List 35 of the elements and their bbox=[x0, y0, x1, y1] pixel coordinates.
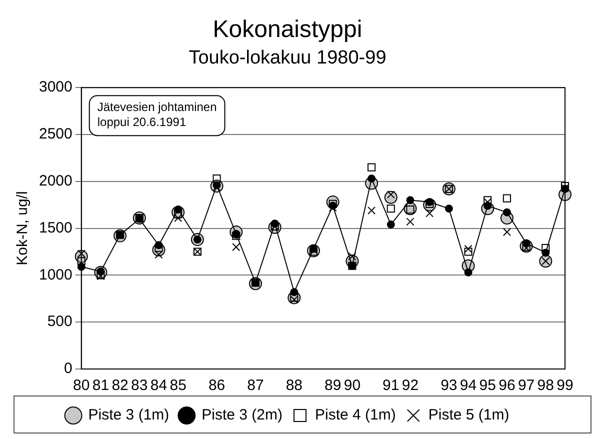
x-tick-label: 88 bbox=[286, 377, 303, 394]
x-tick-label: 82 bbox=[112, 377, 128, 394]
x-tick-label: 92 bbox=[402, 377, 419, 394]
x-tick-label: 89 bbox=[324, 377, 342, 394]
x-tick-label: 97 bbox=[518, 377, 535, 394]
x-tick-label: 80 bbox=[73, 377, 90, 394]
x-tick-label: 95 bbox=[479, 377, 496, 394]
y-tick-label: 3000 bbox=[38, 78, 72, 96]
legend-label: Piste 4 (1m) bbox=[315, 406, 396, 424]
x-tick-label: 87 bbox=[247, 377, 264, 394]
x-tick-label: 84 bbox=[150, 377, 168, 394]
y-tick-label: 2500 bbox=[38, 126, 72, 143]
x-tick-label: 99 bbox=[556, 377, 574, 394]
x-tick-label: 83 bbox=[131, 377, 148, 394]
x-tick-label: 98 bbox=[537, 377, 554, 394]
y-tick-label: 0 bbox=[64, 360, 72, 378]
y-tick-label: 1000 bbox=[38, 266, 72, 284]
x-tick-label: 85 bbox=[170, 377, 186, 394]
x-tick-label: 96 bbox=[498, 377, 516, 394]
legend-label: Piste 3 (2m) bbox=[202, 406, 283, 424]
annotation: Jätevesien johtaminen loppui 20.6.1991 bbox=[97, 100, 217, 129]
y-tick-label: 1500 bbox=[38, 219, 72, 236]
chart-title: Kokonaistyppi bbox=[212, 16, 362, 44]
x-tick-label: 93 bbox=[440, 377, 458, 394]
x-tick-label: 91 bbox=[382, 377, 400, 394]
y-tick-label: 500 bbox=[47, 313, 72, 330]
legend-label: Piste 3 (1m) bbox=[88, 406, 170, 424]
y-tick-label: 2000 bbox=[38, 172, 72, 190]
x-tick-label: 90 bbox=[344, 377, 361, 394]
x-tick-label: 81 bbox=[92, 377, 110, 394]
legend-label: Piste 5 (1m) bbox=[428, 406, 510, 424]
y-axis-title: Kok-N, ug/l bbox=[14, 191, 32, 266]
chart-subtitle: Touko-lokakuu 1980-99 bbox=[188, 47, 386, 68]
x-tick-label: 86 bbox=[208, 377, 226, 394]
x-tick-label: 94 bbox=[460, 377, 477, 394]
